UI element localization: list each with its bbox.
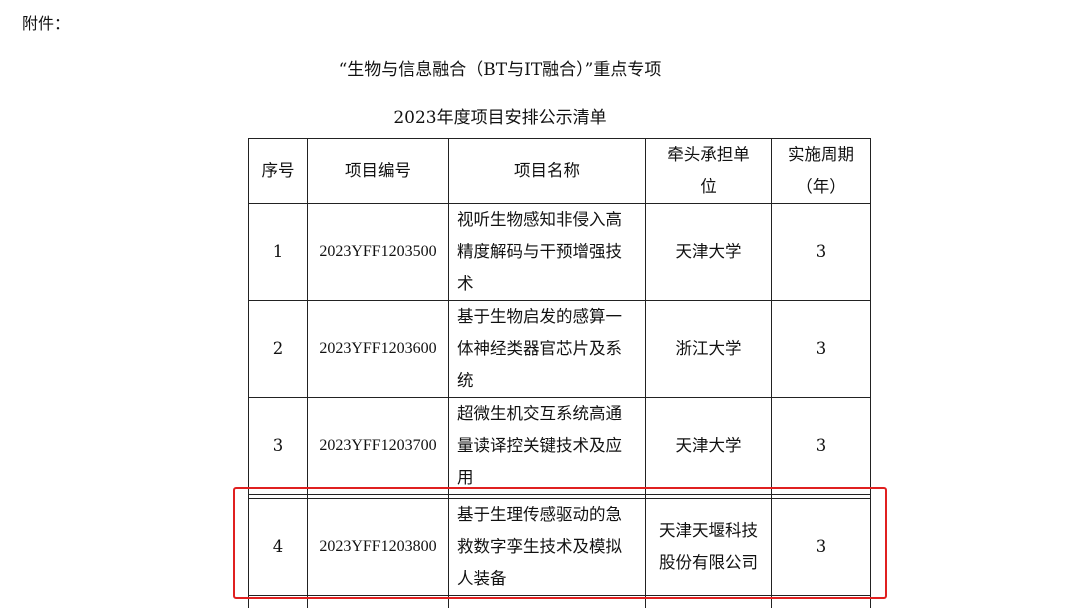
document-subtitle: 2023年度项目安排公示清单 <box>0 103 1000 128</box>
row-no: 3 <box>249 398 308 495</box>
header-period: 实施周期（年） <box>772 139 871 204</box>
row-code: 2023YFF1203700 <box>308 398 449 495</box>
row-period: 3 <box>772 204 871 301</box>
highlight-box <box>233 487 887 599</box>
table-row: 1 2023YFF1203500 视听生物感知非侵入高精度解码与干预增强技术 天… <box>249 204 871 301</box>
document-title: “生物与信息融合（BT与IT融合）”重点专项 <box>0 55 1000 80</box>
table-row: 3 2023YFF1203700 超微生机交互系统高通量读译控关键技术及应用 天… <box>249 398 871 495</box>
header-org: 牵头承担单位 <box>646 139 772 204</box>
row-org: 浙江大学 <box>646 301 772 398</box>
header-name: 项目名称 <box>449 139 646 204</box>
header-no: 序号 <box>249 139 308 204</box>
table-row: 2 2023YFF1203600 基于生物启发的感算一体神经类器官芯片及系统 浙… <box>249 301 871 398</box>
row-name: 超微生机交互系统高通量读译控关键技术及应用 <box>449 398 646 495</box>
row-period: 3 <box>772 398 871 495</box>
row-name: 视听生物感知非侵入高精度解码与干预增强技术 <box>449 204 646 301</box>
row-no: 1 <box>249 204 308 301</box>
header-period-text: 实施周期（年） <box>788 145 854 196</box>
attachment-label: 附件： <box>22 10 70 34</box>
row-period: 3 <box>772 301 871 398</box>
table-header-row: 序号 项目编号 项目名称 牵头承担单位 实施周期（年） <box>249 139 871 204</box>
row-name: 基于生物启发的感算一体神经类器官芯片及系统 <box>449 301 646 398</box>
row-no: 2 <box>249 301 308 398</box>
row-code: 2023YFF1203500 <box>308 204 449 301</box>
header-code: 项目编号 <box>308 139 449 204</box>
header-org-text: 牵头承担单位 <box>667 145 750 196</box>
row-org: 天津大学 <box>646 398 772 495</box>
row-code: 2023YFF1203600 <box>308 301 449 398</box>
row-org: 天津大学 <box>646 204 772 301</box>
